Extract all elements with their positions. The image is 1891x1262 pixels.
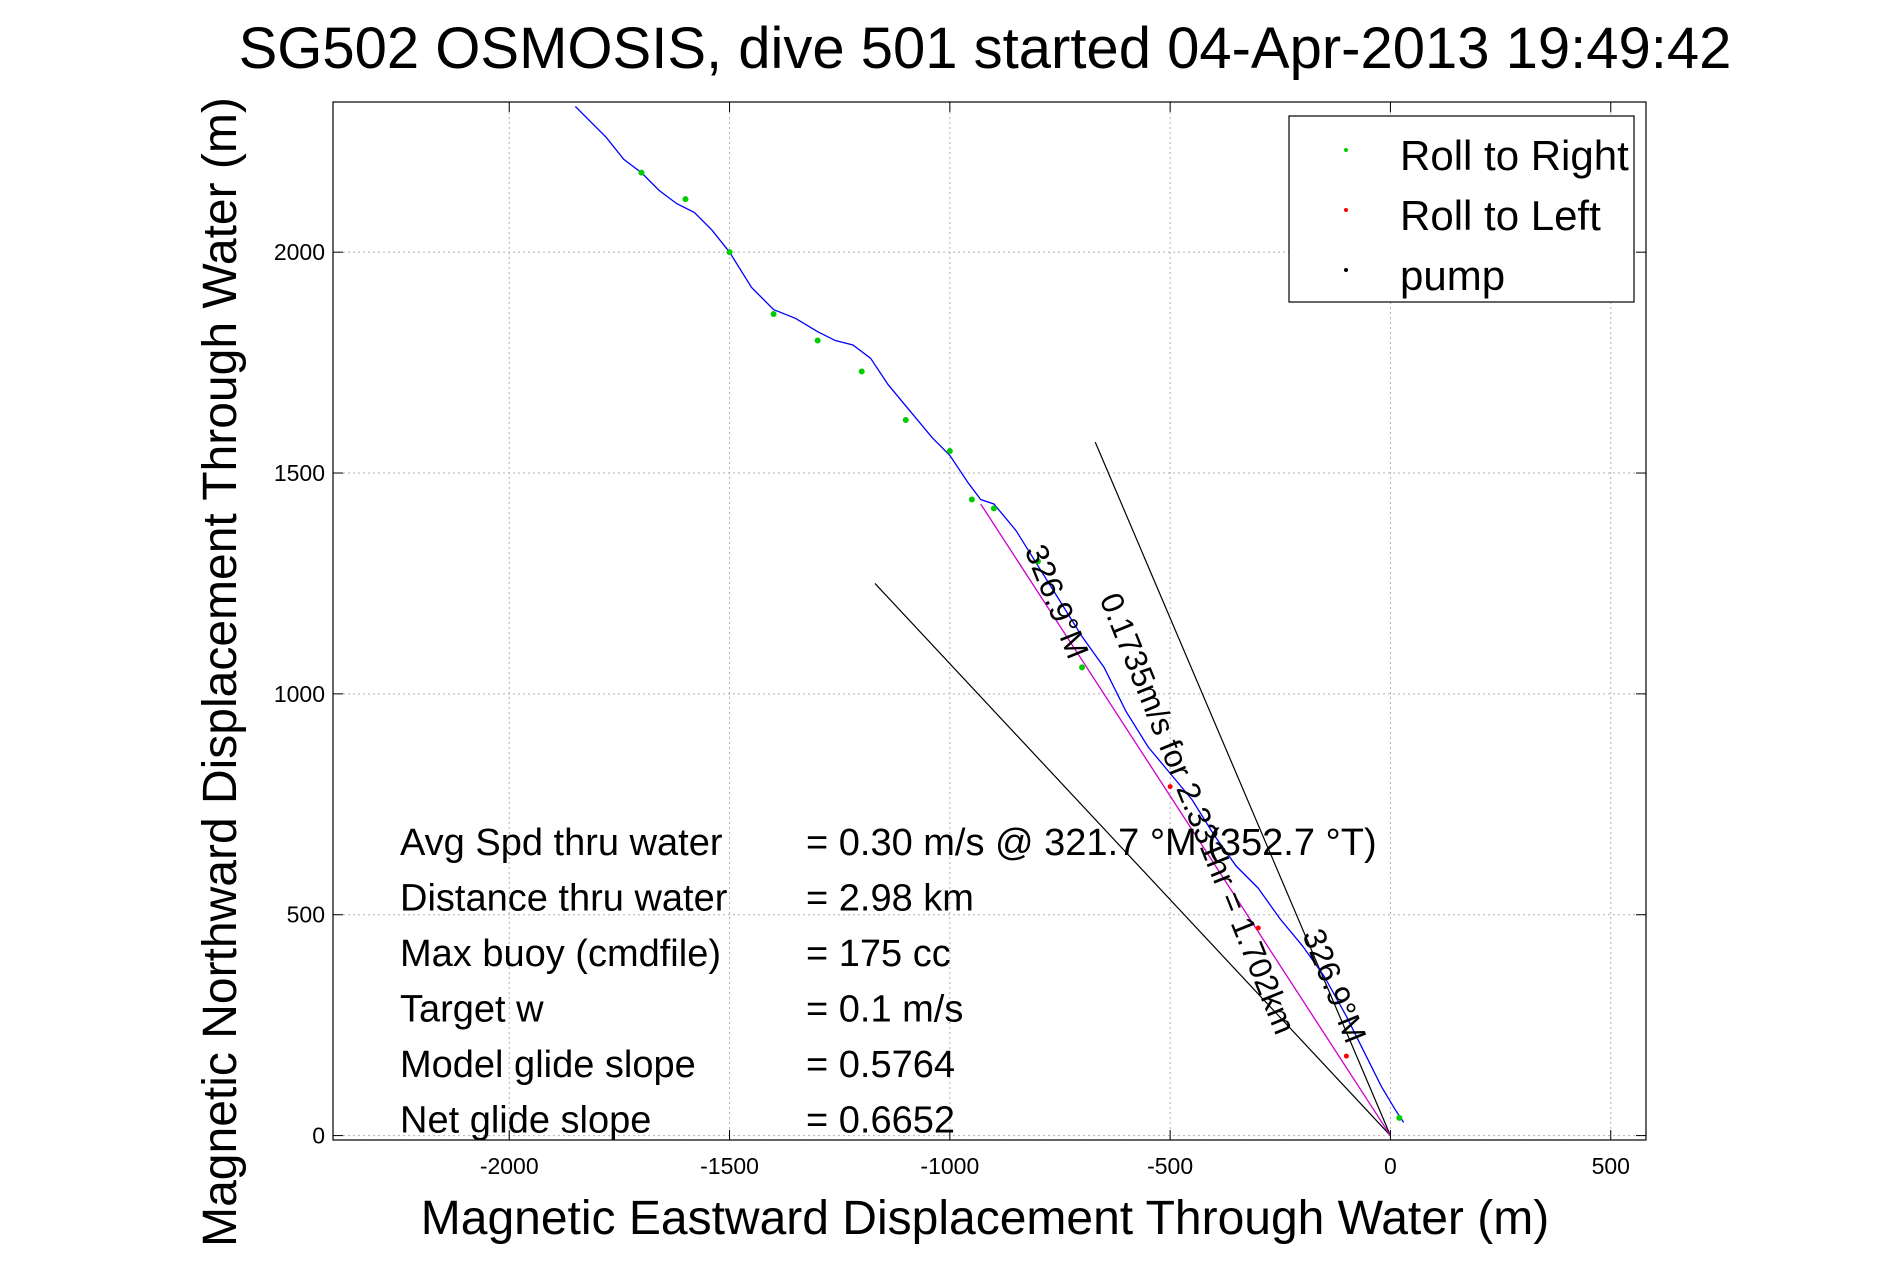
x-tick-label: -2000 — [480, 1153, 539, 1179]
stats-block: Avg Spd thru water = 0.30 m/s @ 321.7 °M … — [400, 822, 1377, 1142]
roll-right-point — [1079, 664, 1086, 671]
reference-line — [1094, 441, 1392, 1136]
reference-lines — [874, 441, 1392, 1136]
x-tick-label: -1000 — [920, 1153, 979, 1179]
legend-marker — [1344, 268, 1348, 272]
data-series — [574, 105, 1405, 1136]
axes: -2000 -1500 -1000 -500 0 500 0 500 1000 1500 2000 — [274, 101, 1647, 1179]
y-tick-label: 500 — [287, 902, 325, 928]
roll-right-point — [858, 368, 865, 375]
x-tick-label: -500 — [1147, 1153, 1193, 1179]
stat-value: = 0.30 m/s @ 321.7 °M (352.7 °T) — [806, 822, 1377, 864]
legend-marker — [1344, 148, 1348, 152]
roll-left-point — [1167, 784, 1173, 790]
legend-label: pump — [1400, 252, 1505, 299]
legend: Roll to Right Roll to Left pump — [1288, 115, 1635, 303]
chart-title: SG502 OSMOSIS, dive 501 started 04-Apr-2… — [239, 16, 1732, 81]
x-tick-label: 500 — [1592, 1153, 1630, 1179]
roll-right-point — [1034, 558, 1041, 565]
plot-frame — [332, 101, 1647, 1141]
stat-value: = 2.98 km — [806, 878, 974, 920]
stat-label: Max buoy (cmdfile) — [400, 933, 721, 975]
stat-label: Net glide slope — [400, 1100, 651, 1142]
legend-marker — [1344, 208, 1348, 212]
y-tick-label: 2000 — [274, 239, 325, 265]
roll-right-point — [726, 249, 733, 256]
stat-value: = 0.1 m/s — [806, 989, 963, 1031]
y-axis-label: Magnetic Northward Displacement Through … — [194, 97, 247, 1247]
legend-label: Roll to Right — [1400, 132, 1629, 179]
stat-label: Model glide slope — [400, 1044, 696, 1086]
roll-right-point — [946, 447, 953, 454]
roll-right-point — [902, 417, 909, 424]
legend-label: Roll to Left — [1400, 192, 1601, 239]
track-line — [574, 105, 1405, 1123]
roll-right-point — [990, 505, 997, 512]
stat-label: Target w — [400, 989, 544, 1031]
roll-right-point — [1396, 1114, 1403, 1121]
y-tick-label: 1500 — [274, 460, 325, 486]
roll-right-point — [968, 496, 975, 503]
current-line — [980, 503, 1391, 1136]
y-tick-label: 0 — [312, 1123, 325, 1149]
x-tick-label: 0 — [1384, 1153, 1397, 1179]
x-axis-label: Magnetic Eastward Displacement Through W… — [421, 1192, 1549, 1245]
roll-right-point — [682, 196, 689, 203]
roll-right-point — [814, 337, 821, 344]
stat-value: = 0.5764 — [806, 1044, 955, 1086]
stat-label: Avg Spd thru water — [400, 822, 723, 864]
axis-labels: SG502 OSMOSIS, dive 501 started 04-Apr-2… — [194, 16, 1731, 1247]
roll-right-point — [638, 169, 645, 176]
roll-left-point — [1343, 1053, 1349, 1059]
grid-lines — [333, 102, 1646, 1140]
x-tick-label: -1500 — [700, 1153, 759, 1179]
reference-line — [874, 583, 1391, 1136]
stat-value: = 0.6652 — [806, 1100, 955, 1142]
y-tick-label: 1000 — [274, 681, 325, 707]
stat-value: = 175 cc — [806, 933, 951, 975]
roll-left-point — [1255, 925, 1261, 931]
roll-right-point — [770, 311, 777, 318]
stat-label: Distance thru water — [400, 878, 728, 920]
